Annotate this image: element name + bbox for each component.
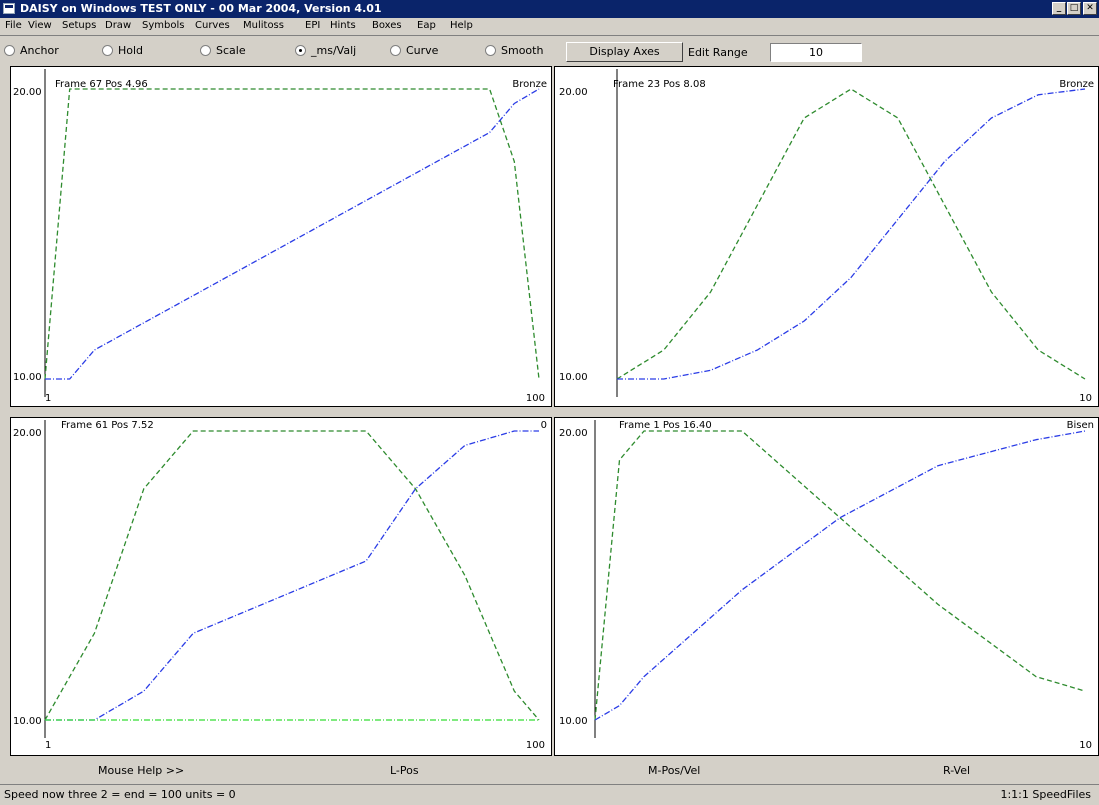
title-bar: DAISY on Windows TEST ONLY - 00 Mar 2004… bbox=[0, 0, 1099, 18]
radio-curve-dot[interactable] bbox=[390, 45, 401, 56]
graph-bottom-right-canvas bbox=[594, 420, 1086, 738]
graph-panel-bottom-left[interactable]: Frame 61 Pos 7.52 0 20.00 10.00 1 100 bbox=[10, 417, 552, 756]
panel-ymin-label: 10.00 bbox=[559, 372, 588, 383]
radio-curve[interactable]: Curve bbox=[390, 44, 438, 57]
menu-view[interactable]: View bbox=[28, 20, 52, 31]
panel-ymax-label: 20.00 bbox=[559, 428, 588, 439]
green-curve[interactable] bbox=[616, 88, 1086, 380]
panel-ymin-label: 10.00 bbox=[559, 716, 588, 727]
panel-ymax-label: 20.00 bbox=[13, 428, 42, 439]
menu-setups[interactable]: Setups bbox=[62, 20, 97, 31]
radio-hold-dot[interactable] bbox=[102, 45, 113, 56]
panel-xmax-label: 10 bbox=[1079, 393, 1092, 404]
graph-bottom-left-canvas bbox=[44, 420, 540, 738]
panel-xmax-label: 100 bbox=[525, 393, 545, 404]
radio-ms-valj-dot[interactable] bbox=[295, 45, 306, 56]
radio-anchor-dot[interactable] bbox=[4, 45, 15, 56]
blue-curve[interactable] bbox=[45, 430, 539, 721]
panel-ymax-label: 20.00 bbox=[559, 87, 588, 98]
panel-tag: Bisen bbox=[1066, 420, 1094, 431]
edit-range-label: Edit Range bbox=[688, 46, 748, 59]
panel-xmax-label: 100 bbox=[525, 740, 545, 751]
graph-panel-top-left[interactable]: Frame 67 Pos 4.96 Bronze 20.00 10.00 1 1… bbox=[10, 66, 552, 407]
menu-help[interactable]: Help bbox=[450, 20, 473, 31]
left-button-label: L-Pos bbox=[390, 764, 419, 777]
menu-hints[interactable]: Hints bbox=[330, 20, 356, 31]
panel-frame-readout: Frame 67 Pos 4.96 bbox=[55, 79, 148, 90]
panel-ymin-label: 10.00 bbox=[13, 372, 42, 383]
green-curve[interactable] bbox=[44, 88, 540, 380]
blue-curve[interactable] bbox=[45, 88, 540, 380]
graph-panel-top-right[interactable]: Frame 23 Pos 8.08 Bronze 20.00 10.00 10 bbox=[554, 66, 1099, 407]
mode-toolbar: Anchor Hold Scale _ms/Valj Curve Smooth … bbox=[0, 36, 1099, 66]
graph-top-left-canvas bbox=[44, 69, 540, 397]
right-button-label: R-Vel bbox=[943, 764, 971, 777]
panel-frame-readout: Frame 61 Pos 7.52 bbox=[61, 420, 154, 431]
panel-tag: Bronze bbox=[512, 79, 547, 90]
middle-button-label: M-Pos/Vel bbox=[648, 764, 701, 777]
panel-tag: Bronze bbox=[1059, 79, 1094, 90]
menu-file[interactable]: File bbox=[5, 20, 22, 31]
graph-panel-bottom-right[interactable]: Frame 1 Pos 16.40 Bisen 20.00 10.00 10 bbox=[554, 417, 1099, 756]
radio-ms-valj-label: _ms/Valj bbox=[311, 44, 357, 57]
panel-xmin-label: 1 bbox=[45, 740, 52, 751]
panel-xmin-label: 1 bbox=[45, 393, 52, 404]
app-icon bbox=[3, 3, 15, 14]
radio-scale[interactable]: Scale bbox=[200, 44, 246, 57]
radio-hold[interactable]: Hold bbox=[102, 44, 143, 57]
radio-curve-label: Curve bbox=[406, 44, 439, 57]
green-curve[interactable] bbox=[594, 430, 1086, 721]
status-message: Speed now three 2 = end = 100 units = 0 bbox=[4, 788, 236, 801]
close-button[interactable]: ✕ bbox=[1083, 2, 1097, 15]
radio-smooth[interactable]: Smooth bbox=[485, 44, 543, 57]
display-axes-button[interactable]: Display Axes bbox=[566, 42, 683, 62]
radio-scale-dot[interactable] bbox=[200, 45, 211, 56]
window-title: DAISY on Windows TEST ONLY - 00 Mar 2004… bbox=[20, 2, 382, 15]
menu-eap[interactable]: Eap bbox=[417, 20, 436, 31]
panel-tag: 0 bbox=[540, 420, 547, 431]
status-right: 1:1:1 SpeedFiles bbox=[1000, 788, 1091, 801]
menu-bar: File View Setups Draw Symbols Curves Mul… bbox=[0, 18, 1099, 36]
blue-curve[interactable] bbox=[594, 430, 1086, 721]
radio-anchor[interactable]: Anchor bbox=[4, 44, 59, 57]
radio-anchor-label: Anchor bbox=[20, 44, 59, 57]
radio-scale-label: Scale bbox=[216, 44, 246, 57]
radio-smooth-dot[interactable] bbox=[485, 45, 496, 56]
edit-range-input[interactable] bbox=[770, 43, 862, 62]
menu-curves[interactable]: Curves bbox=[195, 20, 230, 31]
radio-ms-valj[interactable]: _ms/Valj bbox=[295, 44, 356, 57]
panel-frame-readout: Frame 1 Pos 16.40 bbox=[619, 420, 712, 431]
menu-draw[interactable]: Draw bbox=[105, 20, 132, 31]
mouse-help-label: Mouse Help >> bbox=[98, 764, 185, 777]
status-bar: Speed now three 2 = end = 100 units = 0 … bbox=[0, 784, 1099, 805]
minimize-button[interactable]: _ bbox=[1052, 2, 1066, 15]
menu-symbols[interactable]: Symbols bbox=[142, 20, 185, 31]
menu-epi[interactable]: EPI bbox=[305, 20, 321, 31]
green-curve[interactable] bbox=[44, 430, 540, 721]
radio-smooth-label: Smooth bbox=[501, 44, 544, 57]
panel-xmax-label: 10 bbox=[1079, 740, 1092, 751]
maximize-button[interactable]: □ bbox=[1067, 2, 1081, 15]
panel-frame-readout: Frame 23 Pos 8.08 bbox=[613, 79, 706, 90]
menu-boxes[interactable]: Boxes bbox=[372, 20, 402, 31]
graph-top-right-canvas bbox=[616, 69, 1086, 397]
blue-curve[interactable] bbox=[617, 88, 1086, 380]
panel-ymin-label: 10.00 bbox=[13, 716, 42, 727]
menu-mulitoss[interactable]: Mulitoss bbox=[243, 20, 284, 31]
radio-hold-label: Hold bbox=[118, 44, 144, 57]
panel-ymax-label: 20.00 bbox=[13, 87, 42, 98]
